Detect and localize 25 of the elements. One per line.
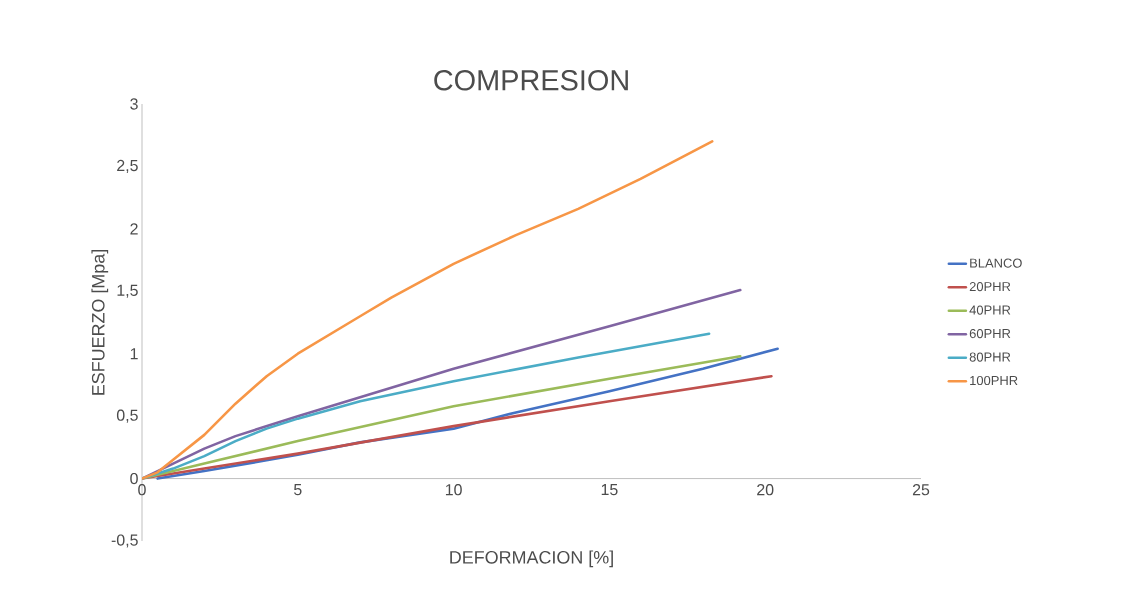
y-tick-label: 0 [130, 472, 138, 485]
x-tick-label: 10 [445, 484, 462, 496]
legend-label: 20PHR [969, 281, 1011, 292]
legend-label: 60PHR [969, 328, 1011, 339]
y-tick-label: 2 [130, 223, 138, 235]
x-tick-label: 5 [294, 484, 302, 496]
y-axis-title: ESFUERZO [Mpa] [91, 250, 109, 395]
legend-label: 100PHR [970, 375, 1018, 386]
x-tick-label: 25 [912, 484, 930, 496]
line-series [142, 140, 714, 480]
line-series [142, 288, 742, 480]
chart-title: COMPRESION [434, 70, 628, 91]
x-tick-label: 20 [757, 484, 774, 496]
legend-label: 80PHR [969, 352, 1011, 362]
y-tick-label: 2,5 [117, 159, 138, 173]
x-tick-label: 15 [601, 484, 618, 496]
y-tick-label: -0,5 [111, 534, 138, 548]
x-tick-label: 0 [138, 484, 146, 496]
y-tick-label: 3 [130, 98, 138, 110]
x-axis-title: DEFORMACION [%] [450, 550, 613, 568]
y-tick-label: 1,5 [117, 284, 138, 298]
legend-label: 40PHR [969, 305, 1011, 315]
y-tick-label: 1 [130, 348, 138, 360]
legend-label: BLANCO [970, 258, 1022, 268]
y-tick-label: 0,5 [116, 409, 138, 423]
